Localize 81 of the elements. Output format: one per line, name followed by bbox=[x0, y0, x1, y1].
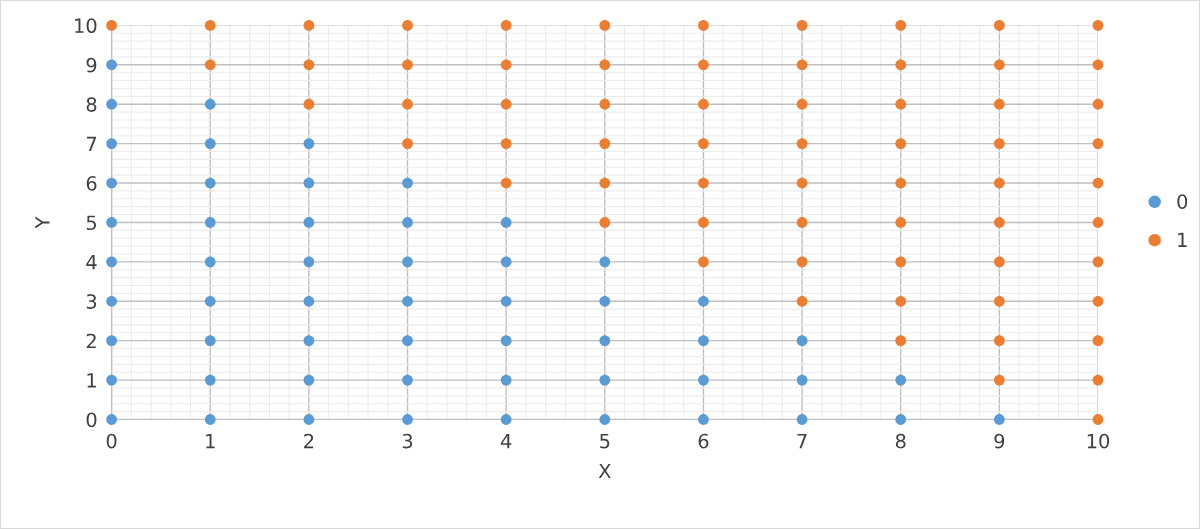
point bbox=[500, 414, 512, 425]
x-tick-label: 6 bbox=[698, 433, 709, 449]
point bbox=[204, 295, 216, 307]
point bbox=[500, 374, 512, 386]
point bbox=[402, 414, 413, 425]
point bbox=[698, 295, 709, 307]
y-tick-label: 1 bbox=[87, 373, 96, 388]
y-tick-label: 0 bbox=[86, 412, 97, 428]
point bbox=[106, 59, 117, 71]
point bbox=[303, 217, 315, 228]
point bbox=[204, 256, 216, 268]
point bbox=[698, 374, 709, 386]
point bbox=[204, 138, 216, 149]
x-tick-label: 3 bbox=[402, 433, 413, 449]
point bbox=[402, 217, 413, 228]
point bbox=[402, 256, 413, 268]
x-tick-label: 2 bbox=[304, 433, 314, 449]
point bbox=[796, 374, 808, 386]
point bbox=[500, 335, 512, 347]
x-tick-label: 9 bbox=[994, 433, 1005, 449]
x-tick-label: 0 bbox=[106, 433, 117, 449]
point bbox=[303, 295, 315, 307]
point bbox=[303, 138, 315, 149]
point bbox=[303, 256, 315, 268]
y-tick-label: 6 bbox=[86, 175, 97, 191]
point bbox=[106, 374, 117, 386]
y-axis-title: Y bbox=[35, 216, 50, 229]
y-tick-label: 3 bbox=[86, 294, 97, 309]
point bbox=[402, 335, 413, 347]
point bbox=[204, 98, 216, 110]
legend-label: 1 bbox=[1178, 232, 1187, 247]
point bbox=[599, 335, 611, 347]
point bbox=[500, 256, 512, 268]
point bbox=[698, 414, 709, 425]
point bbox=[993, 414, 1005, 425]
point bbox=[303, 414, 315, 425]
y-tick-label: 5 bbox=[86, 215, 97, 231]
point bbox=[599, 374, 611, 386]
legend-label: 0 bbox=[1177, 194, 1188, 209]
point bbox=[402, 295, 413, 307]
x-axis-title: X bbox=[598, 463, 611, 479]
point bbox=[204, 217, 216, 228]
point bbox=[599, 414, 611, 425]
point bbox=[796, 414, 808, 425]
y-tick-label: 4 bbox=[86, 255, 97, 270]
point bbox=[106, 217, 117, 228]
point bbox=[106, 98, 117, 110]
point bbox=[500, 295, 512, 307]
point bbox=[895, 414, 907, 425]
point bbox=[106, 335, 117, 347]
point bbox=[204, 414, 216, 425]
point bbox=[599, 295, 611, 307]
y-tick-label: 8 bbox=[86, 97, 97, 112]
point bbox=[106, 295, 117, 307]
x-tick-label: 7 bbox=[797, 433, 807, 449]
point bbox=[204, 177, 216, 189]
x-tick-label: 1 bbox=[206, 433, 215, 449]
y-tick-label: 10 bbox=[75, 18, 97, 34]
point bbox=[106, 177, 117, 189]
point bbox=[204, 374, 216, 386]
point bbox=[895, 374, 907, 386]
point bbox=[106, 256, 117, 268]
point bbox=[500, 217, 512, 228]
point bbox=[698, 335, 709, 347]
x-tick-label: 5 bbox=[600, 433, 610, 449]
x-tick-label: 10 bbox=[1087, 433, 1110, 449]
point bbox=[303, 374, 315, 386]
x-tick-label: 4 bbox=[500, 433, 512, 449]
point bbox=[599, 256, 611, 268]
point bbox=[796, 335, 808, 347]
point bbox=[303, 335, 315, 347]
point bbox=[402, 177, 413, 189]
y-tick-label: 9 bbox=[86, 57, 97, 73]
point bbox=[402, 374, 413, 386]
point bbox=[303, 177, 315, 189]
point bbox=[106, 414, 117, 425]
point bbox=[106, 138, 117, 149]
y-tick-label: 2 bbox=[86, 333, 96, 349]
point bbox=[204, 335, 216, 347]
y-tick-label: 7 bbox=[86, 136, 97, 152]
x-tick-label: 8 bbox=[895, 433, 906, 449]
